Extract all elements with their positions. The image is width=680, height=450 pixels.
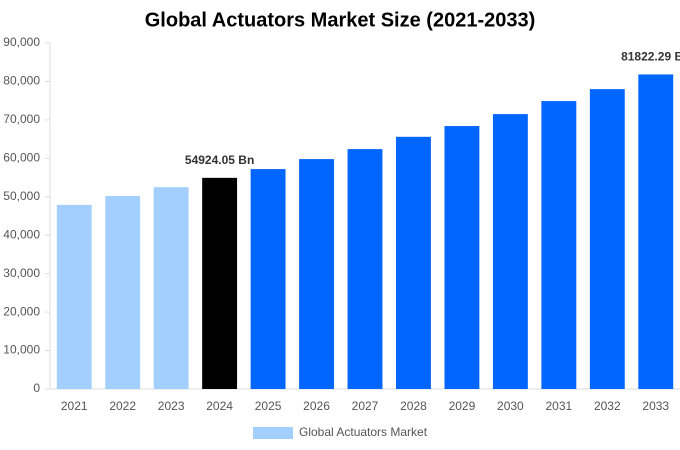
y-tick-label: 70,000: [3, 112, 40, 126]
x-tick-label: 2031: [545, 399, 572, 413]
y-tick-label: 60,000: [3, 151, 40, 165]
legend-label: Global Actuators Market: [299, 425, 428, 439]
data-label: 81822.29 Bn: [621, 50, 680, 64]
x-tick-label: 2023: [158, 399, 185, 413]
y-tick-label: 80,000: [3, 74, 40, 88]
x-tick-label: 2030: [497, 399, 524, 413]
y-tick-label: 90,000: [3, 35, 40, 49]
y-tick-label: 40,000: [3, 227, 40, 241]
x-tick-label: 2021: [61, 399, 88, 413]
bar: [250, 169, 286, 389]
y-tick-label: 0: [33, 381, 40, 395]
x-tick-label: 2024: [206, 399, 233, 413]
chart-title: Global Actuators Market Size (2021-2033): [145, 9, 536, 31]
y-tick-label: 50,000: [3, 189, 40, 203]
bar: [589, 89, 625, 389]
x-tick-label: 2033: [642, 399, 669, 413]
y-tick-label: 30,000: [3, 266, 40, 280]
x-tick-label: 2028: [400, 399, 427, 413]
bar: [153, 187, 189, 389]
legend-swatch: [253, 427, 293, 439]
y-tick-label: 10,000: [3, 343, 40, 357]
x-tick-label: 2029: [449, 399, 476, 413]
bar: [541, 101, 577, 389]
bar: [638, 74, 674, 389]
bar: [444, 126, 480, 389]
x-tick-label: 2027: [352, 399, 379, 413]
bar: [347, 149, 383, 389]
data-label: 54924.05 Bn: [185, 153, 254, 167]
x-tick-label: 2022: [109, 399, 136, 413]
bar: [202, 177, 238, 389]
bar: [299, 159, 334, 389]
x-tick-label: 2032: [594, 399, 621, 413]
x-tick-label: 2025: [255, 399, 282, 413]
bar: [396, 136, 431, 389]
bar: [105, 196, 141, 389]
y-tick-label: 20,000: [3, 304, 40, 318]
bar: [56, 204, 92, 389]
x-tick-label: 2026: [303, 399, 330, 413]
bar: [492, 114, 528, 389]
